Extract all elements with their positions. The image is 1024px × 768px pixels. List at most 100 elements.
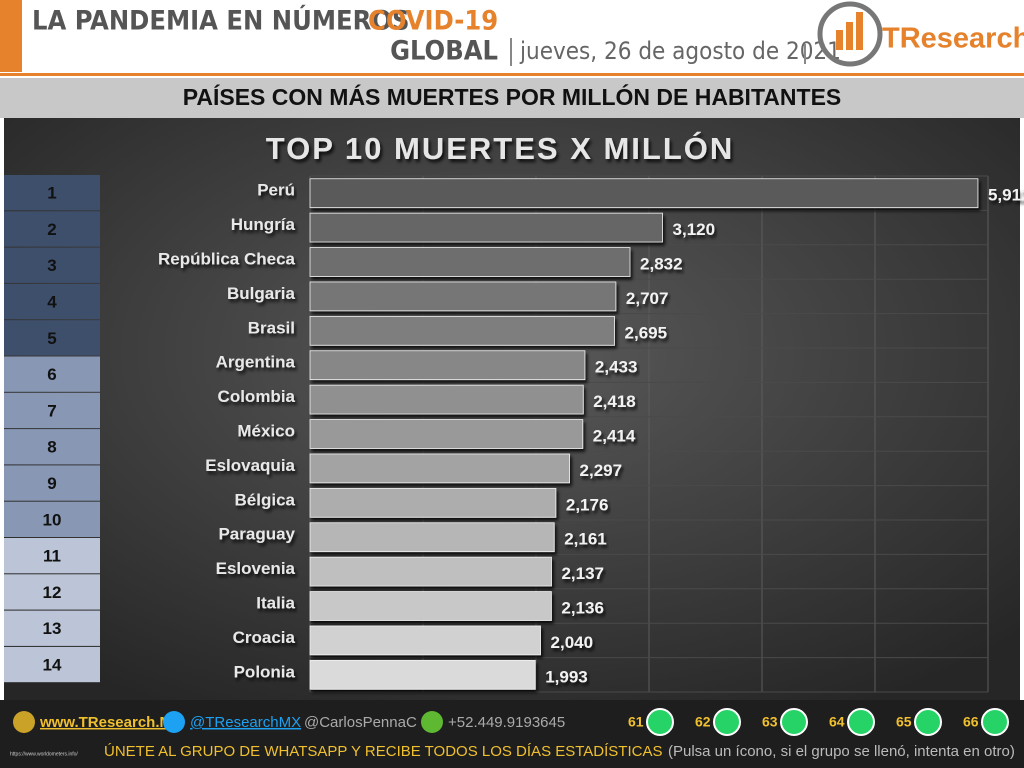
value-label: 2,176 [566, 495, 609, 514]
header-scope: GLOBAL [390, 36, 498, 67]
rank-cell [4, 574, 100, 610]
rank-number: 2 [47, 220, 56, 239]
rank-cell [4, 320, 100, 356]
bar [309, 522, 555, 553]
rank-number: 8 [47, 438, 56, 457]
bar [309, 556, 552, 587]
rank-number: 3 [47, 256, 56, 275]
value-label: 2,297 [580, 461, 623, 480]
bar [309, 281, 617, 312]
whatsapp-icon[interactable] [981, 708, 1009, 736]
bar [309, 419, 584, 449]
rank-number: 5 [47, 329, 56, 348]
source: https://www.worldometers.info/ [10, 751, 78, 757]
rank-number: 13 [43, 619, 62, 638]
bar [309, 247, 631, 277]
header-date: jueves, 26 de agosto de 2021 [519, 37, 841, 65]
subtitle: PAÍSES CON MÁS MUERTES POR MILLÓN DE HAB… [183, 83, 842, 110]
group-number: 64 [829, 714, 845, 730]
rank-number: 11 [43, 547, 61, 566]
header-highlight: COVID-19 [368, 6, 498, 37]
website[interactable]: www.TResearch.Mx [39, 714, 181, 731]
phone-icon [421, 711, 443, 733]
rank-cell [4, 356, 100, 392]
rank-cell [4, 646, 100, 683]
bar [309, 178, 979, 209]
category-label: Italia [256, 593, 295, 612]
rank-cell [4, 501, 100, 537]
value-label: 1,993 [545, 667, 588, 686]
value-label: 2,433 [595, 358, 638, 377]
value-label: 2,414 [593, 426, 636, 445]
value-label: 3,120 [673, 220, 716, 239]
bar [309, 453, 570, 484]
category-label: Bulgaria [227, 284, 296, 303]
rank-cell [4, 247, 100, 283]
phone: +52.449.9193645 [448, 714, 565, 731]
logo: TResearch [817, 1, 1024, 67]
header-line [0, 73, 1024, 76]
value-label: 2,040 [551, 633, 594, 652]
logo-bar [836, 30, 843, 50]
value-label: 5,911 [988, 186, 1024, 205]
web-icon [13, 711, 35, 733]
twitter[interactable]: @TResearchMX [190, 714, 301, 731]
category-label: Argentina [216, 353, 296, 372]
category-label: México [237, 421, 295, 440]
rank-cell [4, 175, 100, 211]
category-label: Perú [257, 181, 295, 200]
value-label: 2,832 [640, 254, 683, 273]
subtitle-bg [0, 78, 1024, 118]
rank-cell [4, 392, 100, 429]
group-number: 62 [695, 714, 711, 730]
logo-ring [817, 1, 883, 67]
whatsapp-icon[interactable] [847, 708, 875, 736]
rank-number: 4 [47, 293, 57, 312]
value-label: 2,695 [625, 323, 668, 342]
category-label: República Checa [158, 249, 296, 268]
bar [309, 625, 541, 656]
rank-cell [4, 283, 100, 320]
logo-bar [856, 12, 863, 50]
category-label: Colombia [218, 387, 296, 406]
rank-cell [4, 465, 100, 501]
category-label: Polonia [234, 662, 296, 681]
category-label: Eslovenia [216, 559, 296, 578]
value-label: 2,707 [626, 289, 669, 308]
note: (Pulsa un ícono, si el grupo se llenó, i… [668, 743, 1015, 760]
rank-number: 6 [47, 365, 56, 384]
bar [309, 315, 615, 346]
rank-cell [4, 211, 100, 247]
rank-number: 12 [43, 583, 62, 602]
bar [309, 212, 663, 243]
category-label: Brasil [248, 318, 295, 337]
bar [309, 350, 586, 381]
value-label: 2,418 [593, 392, 636, 411]
rank-cell [4, 610, 100, 646]
logo-text: TResearch [882, 23, 1024, 55]
twitter-icon [163, 711, 185, 733]
rank-number: 1 [47, 184, 56, 203]
logo-bar [846, 22, 853, 50]
rank-number: 14 [43, 656, 62, 675]
group-number: 65 [896, 714, 912, 730]
value-label: 2,137 [561, 564, 604, 583]
rank-cell [4, 429, 100, 465]
category-label: Eslovaquia [205, 456, 295, 475]
header-title: LA PANDEMIA EN NÚMEROS [32, 5, 409, 37]
group-number: 63 [762, 714, 778, 730]
group-number: 66 [963, 714, 979, 730]
category-label: Bélgica [235, 490, 296, 509]
whatsapp-icon[interactable] [780, 708, 808, 736]
whatsapp-icon[interactable] [646, 708, 674, 736]
cta: ÚNETE AL GRUPO DE WHATSAPP Y RECIBE TODO… [104, 743, 662, 760]
whatsapp-icon[interactable] [914, 708, 942, 736]
bar [309, 384, 584, 415]
category-label: Croacia [233, 628, 296, 647]
bar [309, 659, 536, 690]
whatsapp-icon[interactable] [713, 708, 741, 736]
category-label: Paraguay [218, 525, 295, 544]
value-label: 2,161 [564, 530, 607, 549]
